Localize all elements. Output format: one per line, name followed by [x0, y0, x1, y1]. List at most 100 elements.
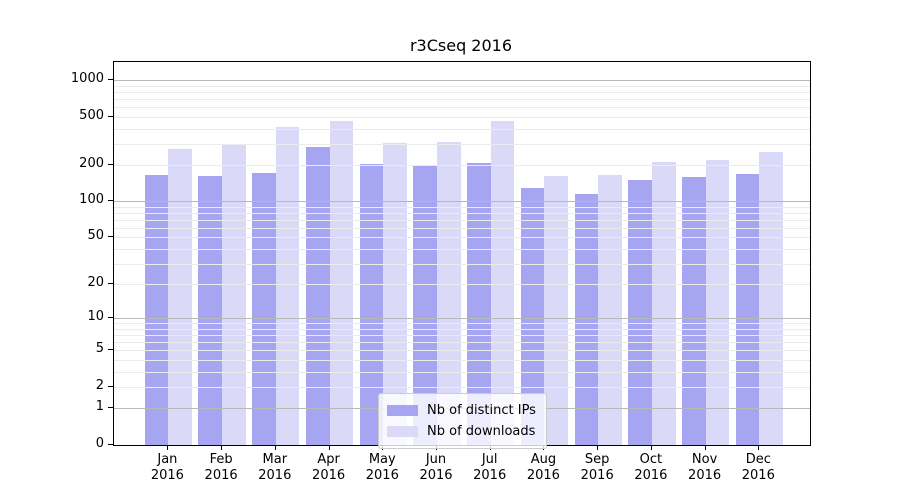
grid-line-10: [114, 318, 810, 320]
grid-line-600: [114, 107, 810, 109]
grid-line-100: [114, 201, 810, 203]
x-tick-label-nov: Nov 2016: [688, 452, 722, 483]
grid-line-20: [114, 284, 810, 286]
grid-line-90: [114, 206, 810, 208]
grid-line-700: [114, 99, 810, 100]
y-tick-label: 500: [79, 107, 104, 123]
bar-ips-apr: [305, 146, 330, 445]
y-tick-mark: [108, 407, 113, 409]
bar-downloads-oct: [651, 162, 676, 445]
y-tick-mark: [108, 283, 113, 285]
y-tick-mark: [108, 236, 113, 238]
bar-downloads-aug: [544, 176, 569, 445]
x-tick-label-dec: Dec 2016: [741, 452, 775, 483]
y-tick-label: 20: [87, 275, 104, 291]
bar-downloads-jun: [437, 142, 461, 445]
bar-downloads-apr: [329, 121, 354, 445]
y-tick-mark: [108, 349, 113, 351]
y-tick-label: 200: [79, 155, 104, 171]
bar-ips-dec: [735, 173, 760, 445]
bar-ips-may: [359, 164, 384, 445]
x-tick-label-feb: Feb 2016: [204, 452, 238, 483]
bar-ips-feb: [198, 175, 223, 445]
grid-line-30: [114, 263, 810, 265]
x-tick-label-mar: Mar 2016: [258, 452, 292, 483]
x-tick-mark: [167, 446, 169, 450]
y-tick-label: 1: [95, 399, 104, 415]
grid-line-3: [114, 371, 810, 373]
grid-line-1000: [114, 80, 810, 82]
grid-line-500: [114, 116, 810, 118]
y-tick-label: 100: [79, 192, 104, 208]
bar-ips-mar: [252, 172, 276, 445]
legend-item-distinct-ips: Nb of distinct IPs: [387, 400, 536, 421]
bar-ips-nov: [681, 176, 706, 445]
x-tick-mark: [221, 446, 223, 450]
legend-swatch-distinct-ips: [387, 405, 418, 416]
grid-line-6: [114, 342, 810, 344]
bar-downloads-jan: [168, 149, 193, 445]
grid-line-200: [114, 164, 810, 166]
y-tick-mark: [108, 444, 113, 445]
x-tick-label-sep: Sep 2016: [580, 452, 614, 483]
grid-line-300: [114, 143, 810, 145]
y-tick-label: 10: [87, 309, 104, 325]
x-tick-label-jun: Jun 2016: [419, 452, 453, 483]
y-tick-label: 5: [95, 341, 104, 357]
y-tick-mark: [108, 386, 113, 387]
legend-label: Nb of downloads: [427, 424, 536, 439]
grid-line-4: [114, 360, 810, 361]
x-tick-mark: [704, 446, 706, 450]
y-tick-label: 2: [95, 378, 104, 393]
grid-line-50: [114, 237, 810, 239]
y-tick-label: 1000: [70, 71, 104, 87]
grid-line-2: [114, 387, 810, 388]
x-tick-mark: [758, 446, 760, 450]
grid-line-7: [114, 335, 810, 337]
legend: Nb of distinct IPs Nb of downloads: [378, 393, 547, 449]
bar-downloads-nov: [705, 159, 730, 445]
grid-line-900: [114, 85, 810, 87]
x-tick-mark: [597, 446, 599, 450]
x-tick-label-may: May 2016: [365, 452, 399, 483]
chart-title: r3Cseq 2016: [409, 36, 513, 55]
y-tick-mark: [108, 317, 113, 319]
bar-ips-jan: [144, 175, 169, 445]
bar-downloads-sep: [598, 174, 622, 445]
x-tick-label-apr: Apr 2016: [312, 452, 346, 483]
bar-ips-jul: [467, 162, 491, 445]
bar-ips-jun: [413, 165, 437, 445]
legend-item-downloads: Nb of downloads: [387, 421, 536, 442]
grid-line-40: [114, 248, 810, 250]
y-tick-label: 50: [87, 228, 104, 244]
x-tick-mark: [650, 446, 652, 450]
x-tick-label-jul: Jul 2016: [473, 452, 507, 483]
y-tick-mark: [108, 79, 113, 81]
x-tick-label-jan: Jan 2016: [150, 452, 184, 483]
grid-line-9: [114, 323, 810, 325]
bar-downloads-may: [383, 143, 407, 445]
grid-line-80: [114, 212, 810, 214]
bar-ips-aug: [520, 187, 545, 445]
legend-swatch-downloads: [387, 426, 418, 437]
x-tick-label-aug: Aug 2016: [526, 452, 560, 483]
x-tick-mark: [328, 446, 330, 450]
grid-line-5: [114, 350, 810, 352]
x-tick-mark: [274, 446, 276, 450]
grid-line-70: [114, 219, 810, 221]
bar-ips-oct: [628, 179, 652, 445]
y-tick-label: 0: [95, 436, 104, 451]
grid-line-400: [114, 128, 810, 130]
y-tick-mark: [108, 115, 113, 117]
plot-area: Nb of distinct IPs Nb of downloads: [113, 61, 811, 449]
y-tick-mark: [108, 163, 113, 165]
bar-downloads-feb: [222, 145, 246, 445]
grid-line-800: [114, 91, 810, 93]
y-tick-mark: [108, 200, 113, 202]
bar-downloads-mar: [275, 127, 300, 445]
x-tick-label-oct: Oct 2016: [634, 452, 668, 483]
legend-label: Nb of distinct IPs: [427, 403, 536, 418]
grid-line-60: [114, 227, 810, 229]
grid-line-8: [114, 329, 810, 330]
